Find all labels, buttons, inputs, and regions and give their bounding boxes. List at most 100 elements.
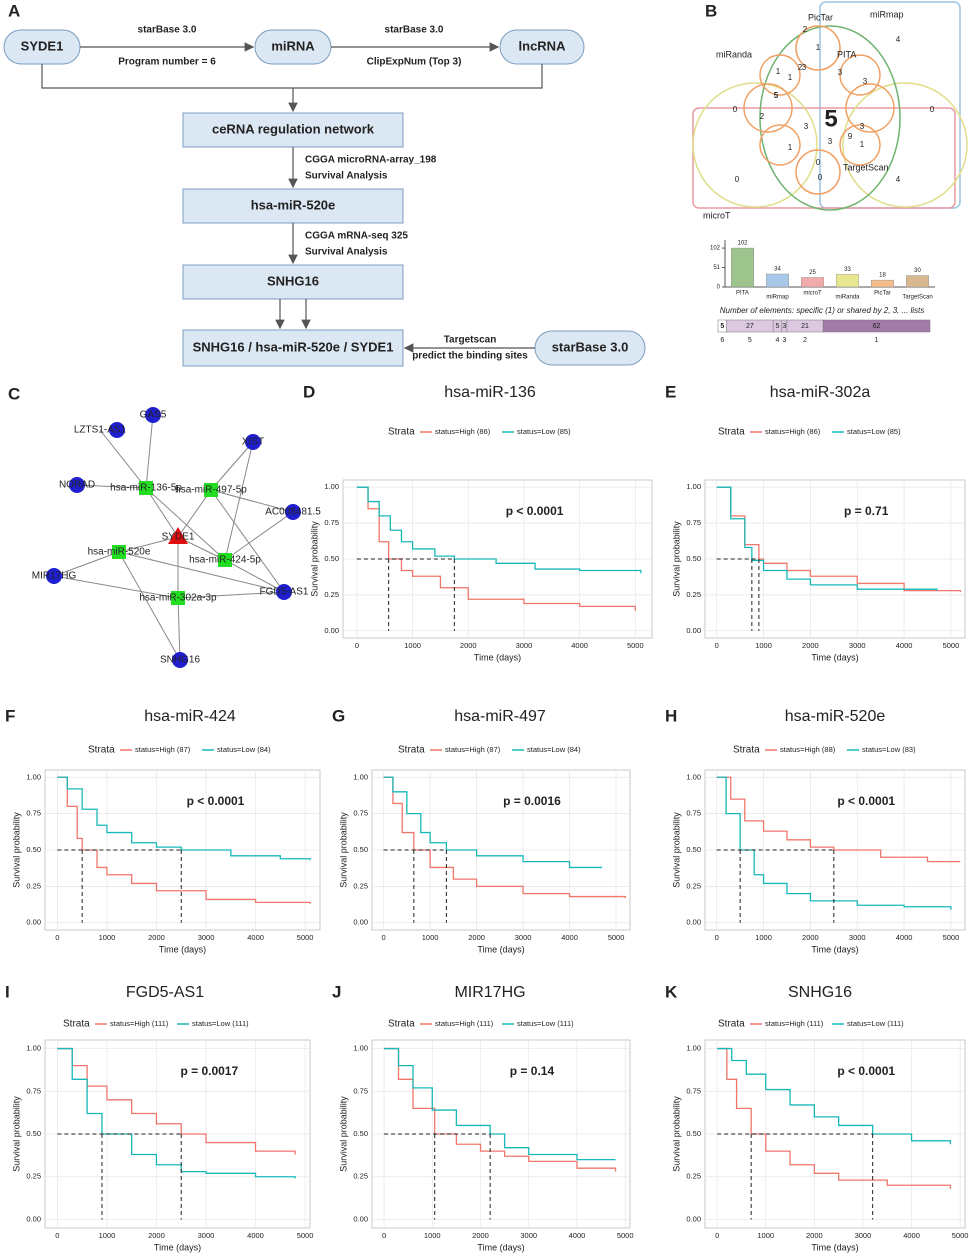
y-tick-label: 1.00 <box>324 482 339 491</box>
y-tick-label: 0.00 <box>26 918 41 927</box>
bar <box>731 247 754 288</box>
x-tick-label: 1000 <box>755 641 772 650</box>
strip-value: 5 <box>720 323 724 330</box>
y-tick-label: 0.25 <box>686 881 701 890</box>
y-tick-label: 0.50 <box>686 845 701 854</box>
flow-label: hsa-miR-520e <box>251 197 336 212</box>
venn-set <box>692 107 956 209</box>
chart-title: MIR17HG <box>454 984 525 1001</box>
x-tick-label: 0 <box>715 641 719 650</box>
x-tick-label: 1000 <box>755 933 772 942</box>
y-tick-label: 0.00 <box>686 626 701 635</box>
y-tick-label: 0.00 <box>324 626 339 635</box>
x-axis-label: Time (days) <box>811 944 858 954</box>
x-tick-label: 3000 <box>516 641 533 650</box>
panel-letter: I <box>5 982 10 1001</box>
network-edge <box>53 575 179 599</box>
survival-curve <box>716 776 952 910</box>
venn-count: 2 <box>760 112 765 121</box>
flow-label: SNHG16 / hsa-miR-520e / SYDE1 <box>193 339 394 354</box>
x-tick-label: 2000 <box>460 641 477 650</box>
strip-count: 5 <box>748 337 752 344</box>
mirna-node <box>218 553 232 567</box>
flow-box <box>182 112 404 148</box>
network-edge <box>145 487 226 561</box>
legend-title: Strata <box>398 745 425 756</box>
node-label: AC008481.5 <box>265 507 321 518</box>
x-tick-label: 4000 <box>247 1231 264 1240</box>
survival-curve <box>356 486 636 611</box>
x-tick-label: 5000 <box>297 1231 314 1240</box>
legend-label: status=High (88) <box>780 745 836 754</box>
lncrna-node <box>172 652 188 668</box>
bar <box>836 274 859 288</box>
flow-label: starBase 3.0 <box>552 339 629 354</box>
venn-count: 0 <box>818 173 823 182</box>
network-edge <box>53 551 120 577</box>
panel-letter: F <box>5 706 15 725</box>
node-label: SYDE1 <box>162 532 195 543</box>
y-tick-label: 1.00 <box>353 772 368 781</box>
network-edge <box>177 591 285 599</box>
venn-orange-sets <box>743 25 895 195</box>
x-tick-label: TargetScan <box>902 295 932 301</box>
venn-count: 1 <box>860 140 865 149</box>
edge-label: predict the binding sites <box>412 351 528 362</box>
value-label: 34 <box>774 267 781 273</box>
x-axis-label: Time (days) <box>811 1242 858 1252</box>
y-tick-label: 1.00 <box>26 1044 41 1053</box>
venn-count: 3 <box>828 137 833 146</box>
venn-count: 3 <box>860 122 865 131</box>
x-tick-label: 4000 <box>903 1231 920 1240</box>
legend-label: status=Low (84) <box>527 745 581 754</box>
legend-title: Strata <box>388 1019 415 1030</box>
legend-title: Strata <box>88 745 115 756</box>
venn-set <box>759 25 901 211</box>
value-label: 30 <box>914 268 921 274</box>
lncrna-node <box>109 422 125 438</box>
x-tick-label: 0 <box>355 641 359 650</box>
mrna-node <box>168 527 188 544</box>
strip-count: 3 <box>782 337 786 344</box>
y-tick-label: 0.75 <box>324 518 339 527</box>
legend-label: status=High (111) <box>765 1019 824 1028</box>
node-label: hsa-miR-497-5p <box>175 485 247 496</box>
mirna-node <box>139 481 153 495</box>
x-axis-label: Time (days) <box>474 652 521 662</box>
venn-count: 1 <box>788 73 793 82</box>
network-panel: C <box>8 384 20 403</box>
set-label: miRanda <box>716 49 752 59</box>
legend-title: Strata <box>388 427 415 438</box>
flow-label: SNHG16 <box>267 273 319 288</box>
edge-label: Targetscan <box>444 335 497 346</box>
panel-letter: D <box>303 382 315 401</box>
edge-label: CGGA mRNA-seq 325 <box>305 231 408 242</box>
x-tick-label: 0 <box>382 933 386 942</box>
set-label: microT <box>703 210 731 220</box>
survival-curve <box>717 1047 952 1189</box>
x-axis-label: Time (days) <box>154 1242 201 1252</box>
y-tick-label: 0.00 <box>686 918 701 927</box>
edge-label: starBase 3.0 <box>138 25 197 36</box>
survival-curve <box>384 1047 616 1161</box>
y-tick-label: 1.00 <box>686 482 701 491</box>
venn-set <box>842 82 968 208</box>
y-axis-label: Survival probability <box>309 521 319 597</box>
venn-count: 3 <box>804 122 809 131</box>
p-value: p = 0.71 <box>844 504 889 518</box>
set-label: miRmap <box>870 9 904 19</box>
venn-set <box>692 82 818 208</box>
y-tick-label: 1.00 <box>353 1044 368 1053</box>
lncrna-node <box>69 477 85 493</box>
flow-label: SYDE1 <box>21 38 64 53</box>
bar <box>906 275 929 288</box>
edge-label: Program number = 6 <box>118 57 216 68</box>
legend-label: status=Low (111) <box>517 1019 574 1028</box>
p-value: p < 0.0001 <box>506 504 564 518</box>
p-value: p = 0.14 <box>510 1064 555 1078</box>
y-tick-label: 0.50 <box>686 554 701 563</box>
p-value: p = 0.0017 <box>180 1064 238 1078</box>
x-tick-label: 2000 <box>802 641 819 650</box>
chart-title: SNHG16 <box>788 984 852 1001</box>
edge-label: Survival Analysis <box>305 171 388 182</box>
